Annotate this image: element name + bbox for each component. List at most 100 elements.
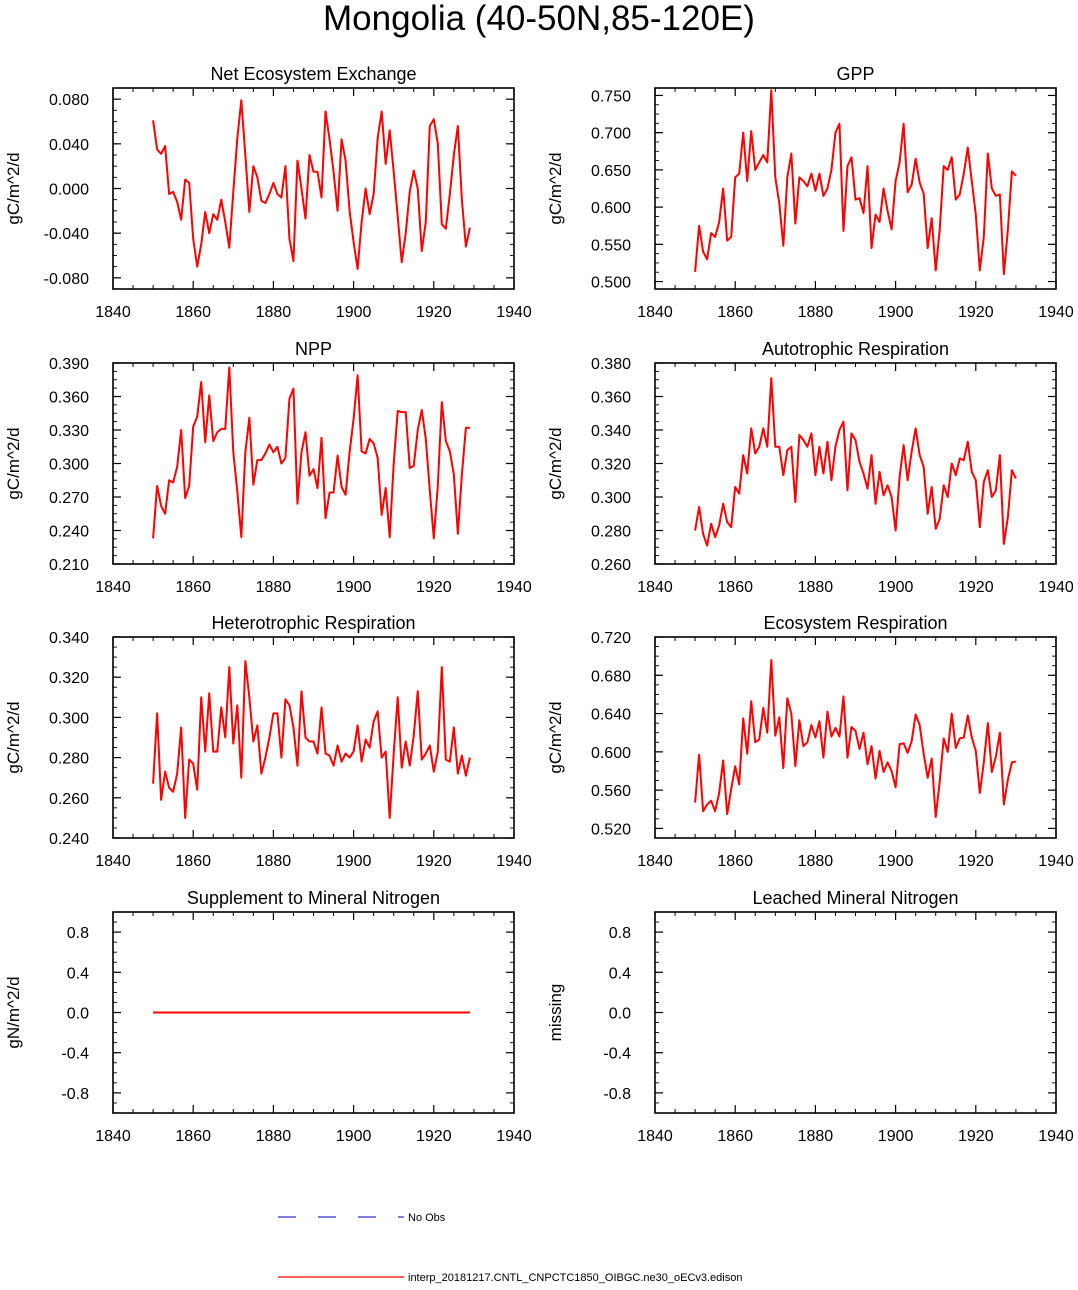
series-line-npp-model [152,366,470,540]
y-tick-label-lmn: 0.8 [609,925,631,942]
x-tick-label-smn: 1860 [175,1128,211,1145]
y-tick-label-hr: 0.260 [49,791,89,808]
y-tick-label-ar: 0.280 [591,524,631,541]
x-tick-label-hr: 1880 [256,853,292,870]
x-tick-label-gpp: 1900 [878,304,914,321]
y-tick-label-npp: 0.240 [49,524,89,541]
legend: No Obs interp_20181217.CNTL_CNPCTC1850_O… [278,1212,742,1284]
y-axis-label-ar: gC/m^2/d [546,427,565,499]
x-tick-label-gpp: 1860 [717,304,753,321]
x-tick-label-lmn: 1940 [1038,1128,1074,1145]
y-tick-label-er: 0.680 [591,668,631,685]
y-tick-label-npp: 0.390 [49,356,89,373]
x-tick-label-er: 1880 [798,853,834,870]
x-tick-label-ar: 1840 [637,579,673,596]
x-tick-label-smn: 1920 [416,1128,452,1145]
y-tick-label-gpp: 0.750 [591,88,631,105]
x-tick-label-npp: 1880 [256,579,292,596]
y-tick-label-smn: 0.0 [67,1006,89,1023]
series-line-ar-model [694,377,1017,547]
x-tick-label-er: 1900 [878,853,914,870]
chart-title-lmn: Leached Mineral Nitrogen [752,888,958,908]
y-tick-label-lmn: 0.0 [609,1006,631,1023]
chart-panel-lmn: Leached Mineral Nitrogen 1840 1860 1880 1900… [546,888,1074,1145]
x-tick-label-ar: 1900 [878,579,914,596]
y-tick-label-nee: 0.040 [49,137,89,154]
x-tick-label-ar: 1920 [958,579,994,596]
plot-frame-gpp [654,87,1057,290]
x-tick-label-npp: 1900 [336,579,372,596]
y-axis-label-npp: gC/m^2/d [4,427,23,499]
legend-model-label: interp_20181217.CNTL_CNPCTC1850_OIBGC.ne… [408,1272,742,1284]
chart-panel-er: Ecosystem Respiration 1840 1860 1880 1900 192… [546,613,1074,870]
y-axis-label-gpp: gC/m^2/d [546,152,565,224]
plot-frame-nee [112,87,515,290]
y-tick-label-gpp: 0.700 [591,126,631,143]
y-tick-label-nee: 0.080 [49,92,89,109]
x-tick-label-hr: 1940 [496,853,532,870]
y-tick-label-er: 0.560 [591,783,631,800]
x-tick-label-hr: 1900 [336,853,372,870]
y-axis-label-lmn: missing [546,984,565,1042]
x-tick-label-npp: 1940 [496,579,532,596]
y-tick-label-nee: -0.080 [44,271,89,288]
x-tick-label-smn: 1900 [336,1128,372,1145]
chart-panel-nee: Net Ecosystem Exchange 1840 1860 1880 1900 19… [4,64,532,321]
x-tick-label-lmn: 1840 [637,1128,673,1145]
x-tick-label-ar: 1860 [717,579,753,596]
y-axis-label-smn: gN/m^2/d [4,976,23,1048]
x-tick-label-hr: 1840 [95,853,131,870]
chart-title-hr: Heterotrophic Respiration [211,613,415,633]
chart-title-smn: Supplement to Mineral Nitrogen [187,888,440,908]
y-tick-label-gpp: 0.600 [591,200,631,217]
chart-panel-smn: Supplement to Mineral Nitrogen 1840 1860 18… [4,888,532,1145]
x-tick-label-lmn: 1860 [717,1128,753,1145]
plot-frame-npp [112,362,515,565]
x-tick-label-nee: 1840 [95,304,131,321]
chart-panel-gpp: GPP 1840 1860 1880 1900 1920 1940 0.500 0.550 0.6… [546,64,1074,321]
series-line-nee-model [152,99,471,270]
x-tick-label-nee: 1900 [336,304,372,321]
y-tick-label-ar: 0.380 [591,356,631,373]
x-tick-label-smn: 1840 [95,1128,131,1145]
y-axis-label-nee: gC/m^2/d [4,152,23,224]
y-tick-label-er: 0.720 [591,630,631,647]
y-tick-label-smn: 0.4 [67,965,89,982]
x-tick-label-npp: 1840 [95,579,131,596]
x-tick-label-er: 1940 [1038,853,1074,870]
y-tick-label-ar: 0.360 [591,390,631,407]
y-tick-label-hr: 0.280 [49,751,89,768]
panels: Net Ecosystem Exchange 1840 1860 1880 1900 19… [4,64,1074,1145]
x-tick-label-er: 1860 [717,853,753,870]
y-tick-label-er: 0.640 [591,707,631,724]
x-tick-label-gpp: 1840 [637,304,673,321]
x-tick-label-hr: 1860 [175,853,211,870]
x-tick-label-npp: 1860 [175,579,211,596]
y-tick-label-gpp: 0.650 [591,163,631,180]
y-axis-label-hr: gC/m^2/d [4,701,23,773]
chart-title-ar: Autotrophic Respiration [762,339,949,359]
x-tick-label-nee: 1860 [175,304,211,321]
x-tick-label-er: 1840 [637,853,673,870]
x-tick-label-smn: 1880 [256,1128,292,1145]
x-tick-label-ar: 1880 [798,579,834,596]
figure-title: Mongolia (40-50N,85-120E) [323,0,755,38]
chart-panel-ar: Autotrophic Respiration 1840 1860 1880 1900 1… [546,339,1074,596]
y-tick-label-npp: 0.360 [49,390,89,407]
chart-title-er: Ecosystem Respiration [763,613,947,633]
legend-obs-label: No Obs [408,1212,446,1224]
y-tick-label-npp: 0.330 [49,423,89,440]
y-tick-label-lmn: -0.4 [603,1046,631,1063]
y-tick-label-smn: 0.8 [67,925,89,942]
y-tick-label-nee: 0.000 [49,182,89,199]
y-tick-label-er: 0.600 [591,745,631,762]
y-tick-label-gpp: 0.550 [591,237,631,254]
x-tick-label-gpp: 1940 [1038,304,1074,321]
y-tick-label-npp: 0.300 [49,457,89,474]
y-tick-label-gpp: 0.500 [591,275,631,292]
y-tick-label-hr: 0.320 [49,670,89,687]
x-tick-label-nee: 1940 [496,304,532,321]
y-tick-label-hr: 0.300 [49,710,89,727]
y-axis-label-er: gC/m^2/d [546,701,565,773]
